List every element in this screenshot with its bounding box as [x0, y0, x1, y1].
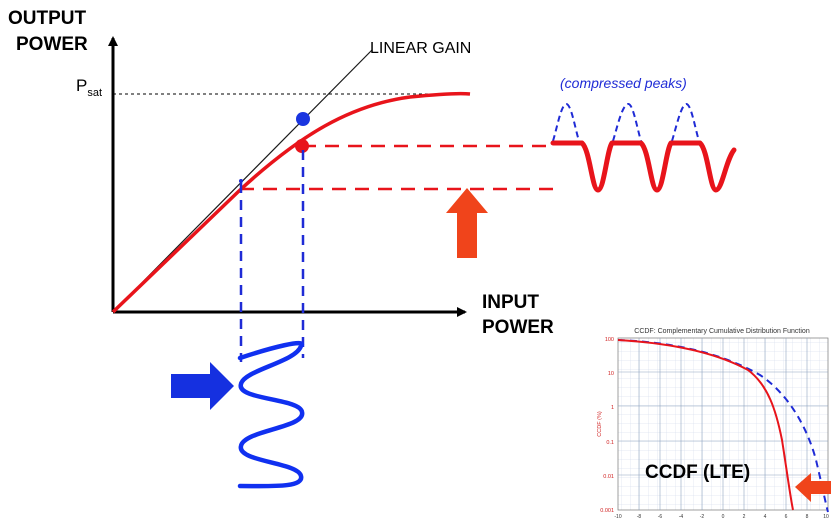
ccdf-lte-curve: [617, 339, 794, 511]
ccdf-x-tick: -4: [679, 514, 684, 520]
ccdf-y-tick: 10: [608, 371, 614, 377]
y-axis-label-line-1: OUTPUT: [8, 8, 87, 29]
psat-subscript: sat: [87, 87, 102, 99]
ccdf-y-tick: 0.001: [600, 508, 614, 514]
ccdf-x-tick: 2: [743, 514, 746, 520]
psat-label: Psat: [76, 76, 102, 99]
ccdf-x-tick: 8: [806, 514, 809, 520]
input-signal-arrow-icon: [171, 362, 234, 410]
x-axis-label-line-1: INPUT: [482, 292, 539, 313]
output-increase-arrow-icon: [446, 188, 488, 258]
ccdf-x-tick: -6: [658, 514, 663, 520]
ccdf-y-tick: 0.1: [606, 440, 614, 446]
ccdf-y-tick: 0.01: [603, 474, 614, 480]
ccdf-x-tick: 0: [722, 514, 725, 520]
amplifier-response-curve: [111, 91, 471, 314]
ccdf-major-grid: [618, 338, 828, 510]
ccdf-x-tick: -2: [700, 514, 705, 520]
ccdf-inset-chart: CCDF: Complementary Cumulative Distribut…: [595, 320, 831, 522]
output-signal-wave: [550, 140, 737, 193]
ccdf-clip-arrow-icon: [795, 473, 831, 502]
y-axis-label-line-2: POWER: [16, 34, 88, 55]
ccdf-x-tick: 6: [785, 514, 788, 520]
ccdf-y-tick: 100: [605, 337, 614, 343]
compressed-peaks-label: (compressed peaks): [560, 75, 687, 91]
ccdf-x-tick: -8: [637, 514, 642, 520]
x-axis-label-line-2: POWER: [482, 317, 554, 338]
linear-peak-point: [296, 112, 310, 126]
ccdf-y-tick: 1: [611, 405, 614, 411]
axes: [108, 36, 467, 317]
input-signal-wave: [237, 340, 305, 489]
ccdf-inset-title: CCDF: Complementary Cumulative Distribut…: [634, 328, 810, 335]
ccdf-x-tick: -10: [614, 514, 621, 520]
linear-gain-label: LINEAR GAIN: [370, 40, 471, 57]
uncompressed-peaks-dashed: [552, 103, 700, 142]
ccdf-lte-label: CCDF (LTE): [645, 462, 750, 483]
ccdf-y-axis-label: CCDF (%): [597, 411, 603, 437]
ccdf-x-tick: 4: [764, 514, 767, 520]
ccdf-x-tick: 10: [823, 514, 829, 520]
average-point: [239, 179, 243, 183]
